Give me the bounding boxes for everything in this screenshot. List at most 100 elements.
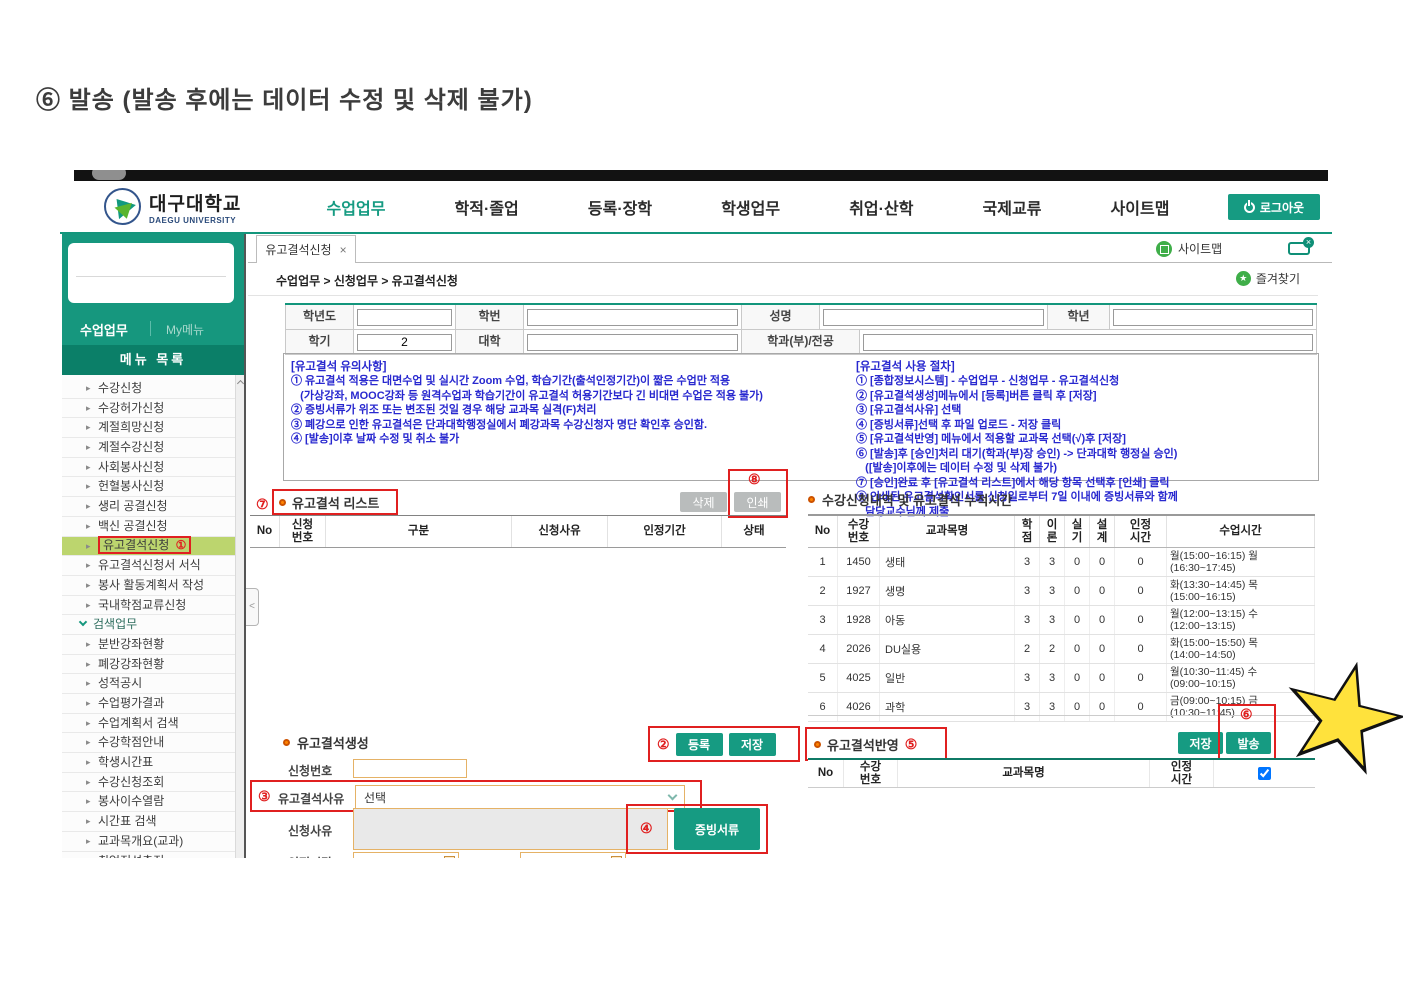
table-cell: 2 [808, 577, 838, 605]
section-divider [808, 715, 1315, 716]
select-all-checkbox[interactable] [1258, 767, 1271, 780]
enrollment-table-body: 1 1450 생태 3 3 0 0 0 월(15:00~16:15) 월(16:30~17:45… [808, 548, 1315, 722]
send-button[interactable]: 발송 [1226, 732, 1271, 754]
sidebar-item[interactable]: ▸ 유고결석신청서 서식 [62, 556, 235, 576]
sitemap-link[interactable]: 사이트맵 [1156, 240, 1222, 257]
sidebar-item[interactable]: ▸ 계절수강신청 [62, 438, 235, 458]
sidebar-item[interactable]: ▸ 성적공시 [62, 674, 235, 694]
sidebar-item[interactable]: ▸ 분반강좌현황 [62, 635, 235, 655]
sidebar-item[interactable]: ▸ 수업평가결과 [62, 694, 235, 714]
calendar-icon[interactable] [611, 856, 622, 858]
sidebar-item-label: 수강신청조회 [98, 774, 165, 789]
table-cell: 0 [1090, 693, 1115, 721]
apply-reason-textarea[interactable] [353, 808, 668, 850]
column-header: 인정기간 [608, 516, 722, 547]
field-year [354, 305, 456, 329]
apply-no-label: 신청번호 [288, 764, 333, 778]
save-button-create[interactable]: 저장 [728, 732, 776, 756]
apply-no-input[interactable] [353, 759, 467, 778]
nav-item[interactable]: 등록·장학 [587, 200, 653, 218]
logout-button[interactable]: 로그아웃 [1228, 194, 1320, 220]
table-cell: 0 [1115, 664, 1167, 692]
tab-absence-apply[interactable]: 유고결석신청 × [256, 235, 356, 263]
tab-close-icon[interactable]: × [339, 242, 347, 257]
university-logo[interactable]: 대구대학교 DAEGU UNIVERSITY [104, 188, 241, 225]
calendar-icon[interactable] [444, 856, 455, 858]
chevron-down-icon [78, 618, 88, 627]
table-cell: 2 [1015, 635, 1040, 663]
header-divider [60, 232, 1332, 234]
sidebar-item[interactable]: ▸ 취업적성측정 [62, 852, 235, 859]
period-end-input[interactable] [520, 852, 626, 858]
sidebar-item[interactable]: ▸ 수강허가신청 [62, 399, 235, 419]
sidebar-item[interactable]: ▸ 백신 공결신청 [62, 517, 235, 537]
nav-item[interactable]: 학생업무 [721, 200, 781, 218]
nav-item[interactable]: 취업·산학 [849, 200, 914, 218]
register-button[interactable]: 등록 [675, 732, 723, 756]
save-button-apply[interactable]: 저장 [1178, 732, 1223, 754]
sidebar-scrollbar[interactable] [235, 375, 245, 858]
triangle-icon: ▸ [86, 442, 91, 453]
student-id-input[interactable] [527, 308, 738, 326]
nav-item[interactable]: 사이트맵 [1110, 200, 1170, 218]
table-cell: 3 [1015, 606, 1040, 634]
table-cell: 0 [1090, 548, 1115, 576]
sidebar-item[interactable]: ▸ 교과목개요(교과) [62, 832, 235, 852]
sidebar-item-label: 성적공시 [98, 676, 143, 691]
close-all-tabs-icon[interactable] [1288, 237, 1314, 255]
semester-input[interactable] [357, 333, 452, 351]
table-cell: 과학 [880, 693, 1015, 721]
sidebar-item-label: 수강허가신청 [98, 400, 165, 415]
college-input[interactable] [527, 333, 738, 351]
nav-item[interactable]: 수업업무 [326, 200, 386, 218]
sidebar-item[interactable]: ▸ 생리 공결신청 [62, 497, 235, 517]
university-name-en: DAEGU UNIVERSITY [149, 215, 237, 225]
triangle-icon: ▸ [86, 678, 91, 689]
breadcrumb-row: 수업업무 > 신청업무 > 유고결석신청 즐겨찾기 [248, 263, 1318, 296]
department-input[interactable] [863, 333, 1313, 351]
evidence-button[interactable]: 증빙서류 [674, 808, 760, 850]
triangle-icon: ▸ [86, 520, 91, 531]
sidebar-tab-mymenu[interactable]: My메뉴 [166, 323, 205, 337]
favorite-button[interactable]: 즐겨찾기 [1235, 270, 1300, 287]
table-cell: 6 [808, 693, 838, 721]
sidebar-collapse-handle[interactable]: < [246, 588, 259, 626]
column-header: 학 점 [1015, 516, 1040, 547]
field-label-name: 성명 [742, 305, 820, 329]
sidebar-item[interactable]: ▸ 수강신청 [62, 379, 235, 399]
sidebar-item[interactable]: ▸ 수강신청조회 [62, 773, 235, 793]
name-input[interactable] [823, 308, 1044, 326]
sidebar-item[interactable]: ▸ 봉사 활동계획서 작성 [62, 576, 235, 596]
sidebar-item[interactable]: ▸ 수강학점안내 [62, 733, 235, 754]
print-button[interactable]: 인쇄 [734, 492, 781, 512]
table-cell: 0 [1115, 606, 1167, 634]
sidebar-item-label: 검색업무 [93, 617, 138, 632]
sidebar-item[interactable]: ▸ 수업계획서 검색 [62, 714, 235, 734]
table-cell: 4 [808, 635, 838, 663]
grade-input[interactable] [1113, 308, 1313, 326]
sidebar-item[interactable]: ▸ 국내학점교류신청 [62, 596, 235, 616]
nav-item[interactable]: 학적·졸업 [454, 200, 519, 218]
sidebar-item-label: 유고결석신청 [103, 537, 170, 552]
absence-reason-select[interactable]: 선택 [355, 785, 685, 809]
sidebar-item-label: 백신 공결신청 [98, 518, 168, 533]
sidebar-item[interactable]: ▸ 폐강강좌현황 [62, 655, 235, 675]
table-cell: 0 [1115, 693, 1167, 721]
period-start-input[interactable] [353, 852, 459, 858]
sidebar-item[interactable]: 검색업무 [62, 615, 235, 635]
period-separator: ~ [500, 852, 507, 858]
sidebar-item[interactable]: ▸ 사회봉사신청 [62, 458, 235, 478]
delete-button[interactable]: 삭제 [680, 492, 727, 512]
top-nav: 수업업무 학적·졸업 등록·장학 학생업무 취업·산학 국제교류 사이트맵 [292, 181, 1204, 232]
year-input[interactable] [357, 308, 452, 326]
sidebar-item[interactable]: ▸ 봉사이수열람 [62, 792, 235, 813]
sidebar-item[interactable]: ▸ 시간표 검색 [62, 812, 235, 832]
sidebar-item[interactable]: ▸ 유고결석신청 ① [62, 535, 235, 557]
sidebar-item[interactable]: ▸ 헌혈봉사신청 [62, 477, 235, 498]
sidebar-tab-main[interactable]: 수업업무 [80, 323, 128, 338]
sidebar-item-label: 시간표 검색 [98, 814, 157, 829]
sidebar-item[interactable]: ▸ 계절희망신청 [62, 418, 235, 439]
sidebar-item[interactable]: ▸ 학생시간표 [62, 753, 235, 773]
nav-item[interactable]: 국제교류 [982, 200, 1042, 218]
sidebar-menu-header: 메뉴 목록 [62, 345, 244, 375]
